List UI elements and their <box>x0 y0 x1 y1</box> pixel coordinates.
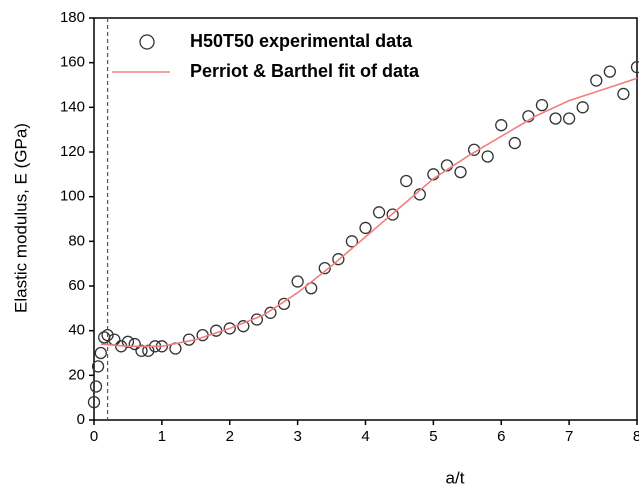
y-tick-label: 160 <box>60 54 85 71</box>
data-point <box>360 222 371 233</box>
data-point <box>577 102 588 113</box>
data-point <box>455 167 466 178</box>
legend-swatch <box>140 35 154 49</box>
data-point <box>618 88 629 99</box>
data-point <box>91 381 102 392</box>
x-tick-label: 2 <box>226 428 234 445</box>
data-point <box>401 176 412 187</box>
y-tick-label: 80 <box>68 232 85 249</box>
data-point <box>95 348 106 359</box>
data-point <box>632 62 639 73</box>
data-point <box>604 66 615 77</box>
y-tick-label: 60 <box>68 277 85 294</box>
data-point <box>591 75 602 86</box>
y-tick-label: 20 <box>68 366 85 383</box>
x-tick-label: 1 <box>158 428 166 445</box>
data-point <box>564 113 575 124</box>
x-tick-label: 6 <box>497 428 505 445</box>
x-tick-label: 3 <box>293 428 301 445</box>
x-tick-label: 8 <box>633 428 639 445</box>
x-tick-label: 5 <box>429 428 437 445</box>
y-tick-label: 100 <box>60 188 85 205</box>
data-point <box>509 138 520 149</box>
data-point <box>482 151 493 162</box>
y-tick-label: 40 <box>68 322 85 339</box>
legend-label: Perriot & Barthel fit of data <box>190 61 420 81</box>
y-axis-label: Elastic modulus, E (GPa) <box>11 123 30 313</box>
data-point <box>292 276 303 287</box>
y-tick-label: 180 <box>60 9 85 26</box>
fit-line <box>101 78 637 346</box>
y-tick-label: 0 <box>77 411 85 428</box>
y-tick-label: 140 <box>60 98 85 115</box>
y-tick-label: 120 <box>60 143 85 160</box>
legend-label: H50T50 experimental data <box>190 31 413 51</box>
data-point <box>129 339 140 350</box>
data-point <box>550 113 561 124</box>
data-point <box>496 120 507 131</box>
x-tick-label: 0 <box>90 428 98 445</box>
data-point <box>536 100 547 111</box>
data-point <box>374 207 385 218</box>
x-tick-label: 7 <box>565 428 573 445</box>
x-tick-label: 4 <box>361 428 369 445</box>
x-axis-label: a/t <box>446 468 465 487</box>
